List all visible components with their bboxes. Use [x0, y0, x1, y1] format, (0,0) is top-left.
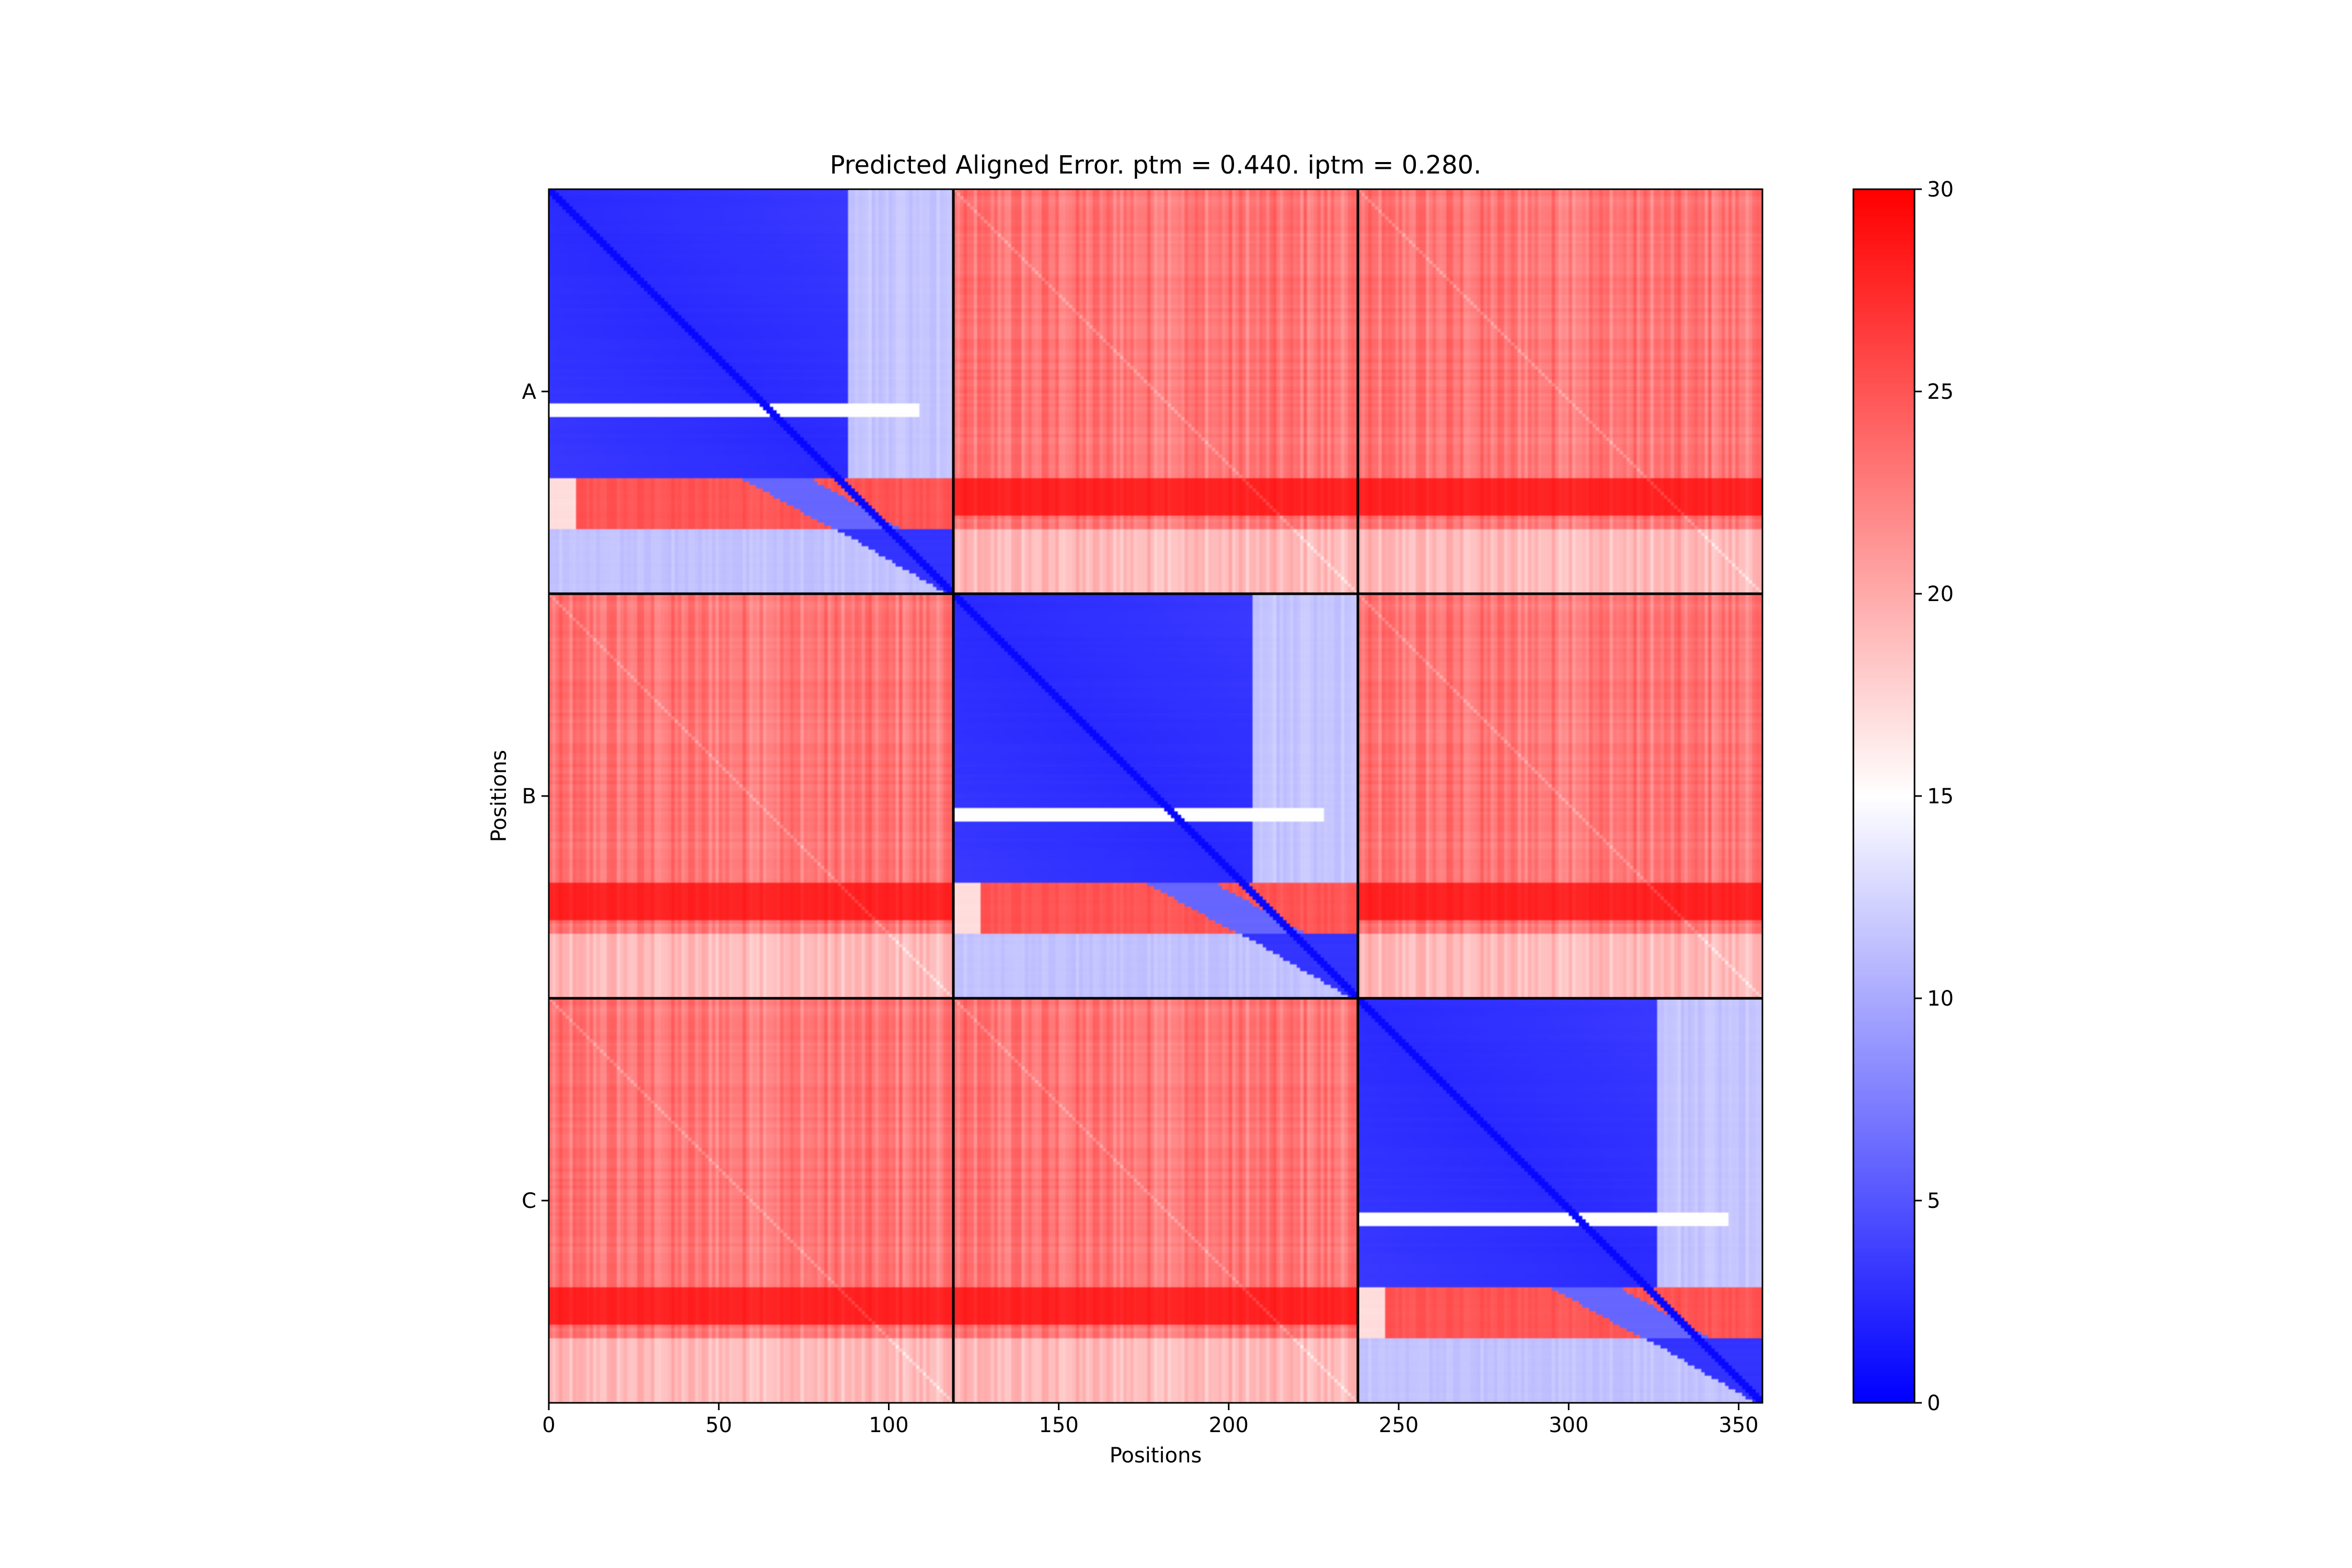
colorbar-ticks: 0 5 10 15 20 25 30: [1915, 178, 1954, 1415]
chain-separators: [549, 189, 1762, 1403]
x-tick-label: 200: [1209, 1413, 1249, 1437]
colorbar-frame: [1852, 188, 1916, 1404]
y-tick-label-chain: B: [522, 785, 536, 809]
x-tick-label: 350: [1719, 1413, 1758, 1437]
colorbar-tick-label: 15: [1927, 785, 1954, 809]
x-tick-label: 300: [1549, 1413, 1588, 1437]
colorbar-tick-label: 5: [1927, 1189, 1940, 1213]
x-axis-label: Positions: [1110, 1444, 1202, 1468]
y-axis-ticks: A B C: [522, 380, 549, 1213]
x-tick-label: 50: [706, 1413, 732, 1437]
chart-title: Predicted Aligned Error. ptm = 0.440. ip…: [830, 151, 1482, 180]
colorbar-tick-label: 10: [1927, 987, 1954, 1011]
x-tick-label: 100: [869, 1413, 908, 1437]
colorbar-gradient: [1853, 189, 1915, 1403]
pae-heatmap: [549, 189, 1762, 1403]
colorbar-tick-label: 0: [1927, 1391, 1940, 1415]
y-axis-label: Positions: [487, 750, 511, 843]
x-tick-label: 0: [542, 1413, 555, 1437]
plot-frame: [548, 188, 1763, 1404]
colorbar-tick-label: 30: [1927, 178, 1954, 202]
colorbar-tick-label: 25: [1927, 380, 1954, 404]
x-axis-ticks: 0 50 100 150 200 250 300 350: [542, 1403, 1759, 1437]
x-tick-label: 250: [1379, 1413, 1419, 1437]
y-tick-label-chain: C: [522, 1189, 536, 1213]
x-tick-label: 150: [1039, 1413, 1078, 1437]
y-tick-label-chain: A: [522, 380, 537, 404]
colorbar-tick-label: 20: [1927, 582, 1954, 606]
